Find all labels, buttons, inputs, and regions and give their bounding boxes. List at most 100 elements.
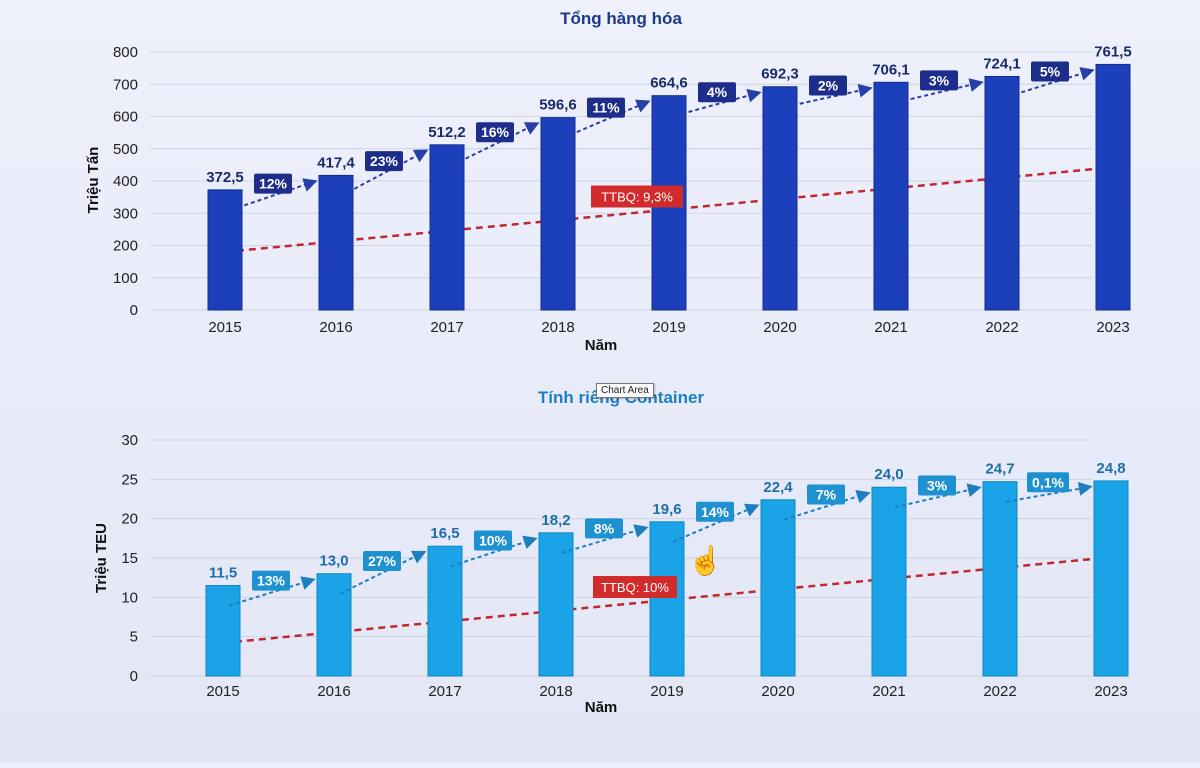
growth-badge (587, 97, 625, 118)
growth-badge (809, 75, 847, 96)
growth-label: 14% (701, 504, 730, 520)
data-label: 18,2 (541, 512, 570, 529)
growth-arrow (450, 535, 538, 568)
growth-arrow (228, 576, 316, 607)
data-label: 24,7 (985, 461, 1014, 478)
x-tick-label: 2018 (539, 683, 572, 700)
growth-label: 0,1% (1032, 474, 1064, 490)
y-tick-label: 200 (113, 238, 138, 255)
y-tick-label: 30 (121, 432, 138, 449)
x-tick-label: 2018 (541, 319, 574, 336)
data-label: 11,5 (209, 565, 237, 582)
y-tick-label: 15 (121, 550, 138, 567)
chart-1: Tổng hàng hóa 0 100 200 300 400 500 600 700 800 Tr… (85, 9, 1132, 354)
average-growth-badge (591, 185, 683, 208)
x-tick-label: 2017 (430, 319, 463, 336)
bar (1093, 480, 1129, 677)
x-tick-label: 2017 (428, 683, 461, 700)
growth-label: 3% (927, 477, 948, 493)
data-label: 24,8 (1096, 460, 1125, 477)
bar (316, 573, 352, 677)
growth-arrow (452, 122, 540, 166)
growth-arrow (785, 83, 873, 108)
x-tick-label: 2016 (319, 319, 352, 336)
average-growth-label: TTBQ: 10% (601, 580, 669, 595)
bar (984, 75, 1020, 311)
growth-label: 3% (929, 72, 950, 88)
growth-arrow (1007, 67, 1095, 98)
y-tick-label: 500 (113, 141, 138, 158)
growth-badge (807, 484, 845, 505)
x-tick-label: 2023 (1096, 319, 1129, 336)
x-tick-label: 2020 (763, 319, 796, 336)
x-axis-title: Năm (585, 699, 618, 716)
x-tick-label: 2022 (983, 683, 1016, 700)
chart-area-tooltip: Chart Area (596, 383, 654, 398)
growth-badge (363, 550, 401, 571)
y-tick-label: 0 (130, 668, 138, 685)
growth-badge (254, 173, 292, 194)
data-label: 724,1 (983, 55, 1021, 72)
growth-badge (476, 122, 514, 143)
growth-label: 7% (816, 486, 837, 502)
growth-arrow (563, 99, 651, 139)
growth-label: 11% (592, 100, 620, 116)
x-axis-title: Năm (585, 337, 618, 354)
data-label: 692,3 (761, 66, 799, 83)
bar (540, 117, 576, 311)
growth-badge (585, 518, 623, 539)
chart-title: Tổng hàng hóa (560, 9, 682, 28)
data-label: 512,2 (428, 124, 466, 141)
bar (1095, 63, 1131, 311)
growth-label: 12% (259, 176, 288, 192)
hand-pointer-icon: ☝ (688, 545, 723, 576)
data-label: 22,4 (763, 479, 793, 496)
y-tick-label: 100 (113, 270, 138, 287)
bar (427, 545, 463, 677)
x-tick-label: 2019 (650, 683, 683, 700)
bar (762, 86, 798, 311)
average-growth-label: TTBQ: 9,3% (601, 189, 673, 204)
y-axis-title: Triệu TEU (93, 523, 110, 593)
x-tick-label: 2022 (985, 319, 1018, 336)
y-axis-title: Triệu Tấn (85, 147, 102, 214)
x-tick-label: 2015 (206, 683, 239, 700)
x-tick-label: 2016 (317, 683, 350, 700)
y-tick-label: 10 (121, 589, 138, 606)
data-label: 16,5 (430, 525, 459, 542)
data-label: 24,0 (874, 466, 903, 483)
y-tick-label: 800 (113, 44, 138, 61)
growth-arrow (561, 524, 649, 554)
growth-label: 4% (707, 84, 728, 100)
growth-badge (474, 530, 512, 551)
growth-arrow (341, 149, 429, 197)
data-label: 13,0 (319, 553, 348, 570)
y-tick-label: 600 (113, 109, 138, 126)
growth-label: 27% (368, 553, 397, 569)
x-tick-label: 2020 (761, 683, 794, 700)
growth-arrow (783, 489, 871, 521)
bar (318, 174, 354, 311)
bar (873, 81, 909, 311)
growth-arrow (896, 78, 984, 104)
average-growth-badge (593, 576, 677, 599)
y-tick-label: 20 (121, 511, 138, 528)
bar (982, 481, 1018, 677)
growth-label: 13% (257, 573, 286, 589)
bar (871, 486, 907, 677)
y-tick-label: 5 (130, 629, 138, 646)
growth-label: 8% (594, 520, 615, 536)
bar (538, 532, 574, 677)
growth-label: 2% (818, 78, 839, 94)
x-tick-label: 2021 (874, 319, 907, 336)
data-label: 706,1 (872, 61, 910, 78)
data-label: 417,4 (317, 154, 355, 171)
bar (760, 499, 796, 677)
growth-badge (365, 151, 403, 172)
growth-arrow (672, 503, 760, 543)
growth-badge (1027, 472, 1069, 493)
bar (205, 585, 241, 677)
